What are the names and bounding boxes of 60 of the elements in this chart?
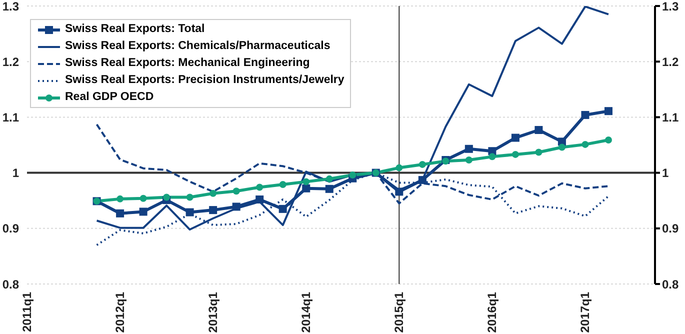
y-tick-label: 1.1 bbox=[2, 110, 20, 124]
point bbox=[232, 202, 240, 211]
point bbox=[396, 164, 403, 172]
point bbox=[256, 184, 264, 191]
y2-tick-label: 1.3 bbox=[662, 0, 680, 14]
point bbox=[488, 153, 496, 160]
point bbox=[302, 184, 310, 192]
point bbox=[604, 107, 612, 116]
point bbox=[140, 194, 147, 202]
point bbox=[256, 195, 264, 204]
point bbox=[116, 195, 124, 202]
y-tick-label: 1.3 bbox=[2, 0, 20, 14]
legend-label: Real GDP OECD bbox=[65, 90, 154, 105]
point bbox=[186, 194, 194, 201]
x-tick-label: 2013q1 bbox=[206, 292, 220, 333]
point bbox=[302, 178, 310, 186]
point bbox=[418, 176, 426, 184]
y2-tick-label: 0.8 bbox=[662, 277, 680, 292]
x-tick-label: 2014q1 bbox=[299, 292, 314, 333]
point bbox=[116, 209, 124, 218]
point bbox=[558, 144, 566, 151]
x-tick-label: 2011q1 bbox=[20, 292, 34, 332]
point bbox=[465, 156, 472, 164]
point bbox=[278, 204, 287, 213]
point bbox=[279, 180, 286, 188]
y-tick-label: 1.2 bbox=[2, 54, 20, 69]
x-tick-label: 2017q1 bbox=[578, 292, 592, 333]
legend-label: Swiss Real Exports: Precision Instruments/Jewelry bbox=[65, 73, 344, 88]
point bbox=[395, 188, 404, 196]
point bbox=[139, 208, 148, 216]
point bbox=[534, 126, 543, 134]
y-tick-label: 0.9 bbox=[2, 222, 20, 236]
x-tick-label: 2012q1 bbox=[113, 292, 128, 333]
y-tick-label: 0.8 bbox=[2, 277, 20, 292]
legend-label: Swiss Real Exports: Mechanical Engineering bbox=[65, 56, 310, 71]
y-tick-label: 1 bbox=[12, 166, 20, 180]
point bbox=[512, 150, 519, 158]
y2-tick-label: 0.9 bbox=[662, 222, 680, 236]
x-tick-label: 2016q1 bbox=[485, 292, 500, 333]
point bbox=[210, 190, 217, 197]
point bbox=[581, 110, 590, 119]
point bbox=[511, 134, 520, 142]
point bbox=[464, 144, 473, 153]
point bbox=[582, 140, 589, 148]
point bbox=[326, 175, 333, 182]
y2-tick-label: 1 bbox=[662, 166, 669, 180]
y2-tick-label: 1.1 bbox=[662, 110, 680, 124]
point bbox=[418, 160, 426, 168]
point bbox=[232, 188, 240, 195]
y2-tick-label: 1.2 bbox=[662, 54, 680, 69]
point bbox=[349, 172, 356, 179]
x-tick-label: 2015q1 bbox=[392, 292, 406, 333]
point bbox=[535, 148, 542, 156]
point bbox=[186, 208, 194, 216]
point bbox=[325, 184, 334, 193]
point bbox=[604, 136, 612, 144]
legend-label: Swiss Real Exports: Chemicals/Pharmaceuticals bbox=[65, 39, 330, 54]
legend-label: Swiss Real Exports: Total bbox=[65, 22, 205, 37]
point bbox=[163, 194, 170, 201]
point bbox=[209, 206, 218, 214]
